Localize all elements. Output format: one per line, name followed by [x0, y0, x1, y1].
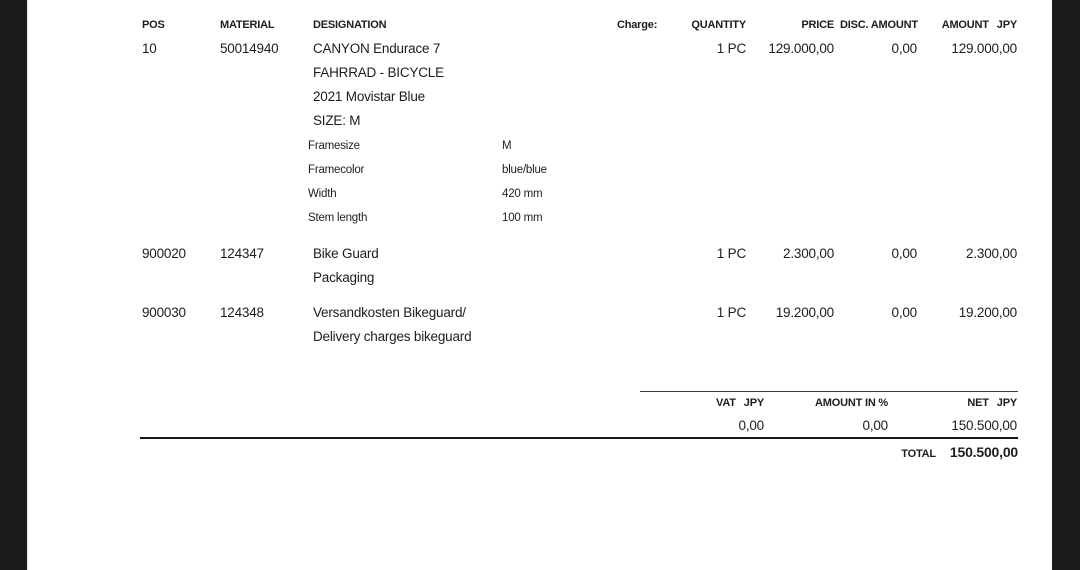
- item-2-disc-amount: 0,00: [891, 246, 918, 261]
- column-header-designation: DESIGNATION: [313, 19, 387, 31]
- item-3-material: 124348: [220, 305, 264, 320]
- item-1-quantity: 1 PC: [716, 41, 746, 56]
- attribute-label-framecolor: Framecolor: [308, 164, 365, 176]
- column-header-pos: POS: [142, 19, 165, 31]
- item-1-amount: 129.000,00: [951, 41, 1017, 56]
- item-3-pos: 900030: [142, 305, 186, 320]
- net-label: NET: [967, 397, 989, 409]
- totals-top-rule: [640, 391, 1018, 392]
- amount-in-pct-value: 0,00: [862, 418, 889, 433]
- item-1-designation-line-1: CANYON Endurace 7: [313, 41, 441, 56]
- grand-total-row: TOTAL 150.500,00: [700, 444, 1018, 460]
- item-2-pos: 900020: [142, 246, 186, 261]
- item-1-designation-line-4: SIZE: M: [313, 113, 361, 128]
- attribute-label-width: Width: [308, 188, 337, 200]
- column-header-disc-amount: DISC. AMOUNT: [840, 19, 918, 31]
- item-1-disc-amount: 0,00: [891, 41, 918, 56]
- item-2-amount: 2.300,00: [966, 246, 1017, 261]
- column-header-amount: AMOUNT: [941, 19, 989, 31]
- right-black-bar: [1052, 0, 1080, 570]
- left-black-bar: [0, 0, 28, 570]
- attribute-value-framesize: M: [502, 140, 512, 152]
- item-2-price: 2.300,00: [783, 246, 834, 261]
- item-3-designation: Versandkosten Bikeguard/ Delivery charge…: [313, 301, 472, 349]
- attribute-label-framesize: Framesize: [308, 140, 360, 152]
- totals-header-vat-jpy: VAT JPY: [660, 396, 764, 410]
- column-header-quantity: QUANTITY: [691, 19, 746, 31]
- column-header-amount-currency: JPY: [996, 19, 1017, 31]
- attribute-value-stem-length: 100 mm: [502, 212, 543, 224]
- item-2-designation-line-1: Bike Guard: [313, 246, 379, 261]
- item-3-price: 19.200,00: [775, 305, 834, 320]
- item-2-designation-line-2: Packaging: [313, 270, 375, 285]
- item-3-quantity: 1 PC: [716, 305, 746, 320]
- item-2-designation: Bike Guard Packaging: [313, 242, 379, 290]
- totals-header-net-jpy: NET JPY: [898, 396, 1017, 410]
- grand-total-label: TOTAL: [901, 448, 936, 460]
- column-header-amount-jpy: AMOUNT JPY: [922, 18, 1017, 32]
- net-currency: JPY: [996, 397, 1017, 409]
- item-1-attribute-values: M blue/blue 420 mm 100 mm: [502, 134, 547, 230]
- totals-header-amount-in-pct: AMOUNT IN %: [815, 397, 888, 409]
- item-1-designation-line-3: 2021 Movistar Blue: [313, 89, 425, 104]
- totals-bottom-rule: [140, 437, 1018, 439]
- grand-total-value: 150.500,00: [949, 444, 1018, 460]
- item-1-material: 50014940: [220, 41, 279, 56]
- item-1-designation-line-2: FAHRRAD - BICYCLE: [313, 65, 444, 80]
- attribute-value-width: 420 mm: [502, 188, 543, 200]
- attribute-value-framecolor: blue/blue: [502, 164, 547, 176]
- item-3-designation-line-1: Versandkosten Bikeguard/: [313, 305, 466, 320]
- item-2-quantity: 1 PC: [716, 246, 746, 261]
- item-1-attribute-labels: Framesize Framecolor Width Stem length: [308, 134, 367, 230]
- vat-currency: JPY: [743, 397, 764, 409]
- vat-value: 0,00: [738, 418, 765, 433]
- item-3-disc-amount: 0,00: [891, 305, 918, 320]
- net-value: 150.500,00: [951, 418, 1017, 433]
- item-1-price: 129.000,00: [768, 41, 834, 56]
- column-header-price: PRICE: [801, 19, 834, 31]
- item-1-pos: 10: [142, 41, 157, 56]
- item-2-material: 124347: [220, 246, 264, 261]
- vat-label: VAT: [716, 397, 736, 409]
- item-1-designation: CANYON Endurace 7 FAHRRAD - BICYCLE 2021…: [313, 37, 444, 133]
- column-header-charge: Charge:: [617, 19, 658, 31]
- attribute-label-stem-length: Stem length: [308, 212, 368, 224]
- item-3-designation-line-2: Delivery charges bikeguard: [313, 329, 472, 344]
- column-header-material: MATERIAL: [220, 19, 275, 31]
- item-3-amount: 19.200,00: [958, 305, 1017, 320]
